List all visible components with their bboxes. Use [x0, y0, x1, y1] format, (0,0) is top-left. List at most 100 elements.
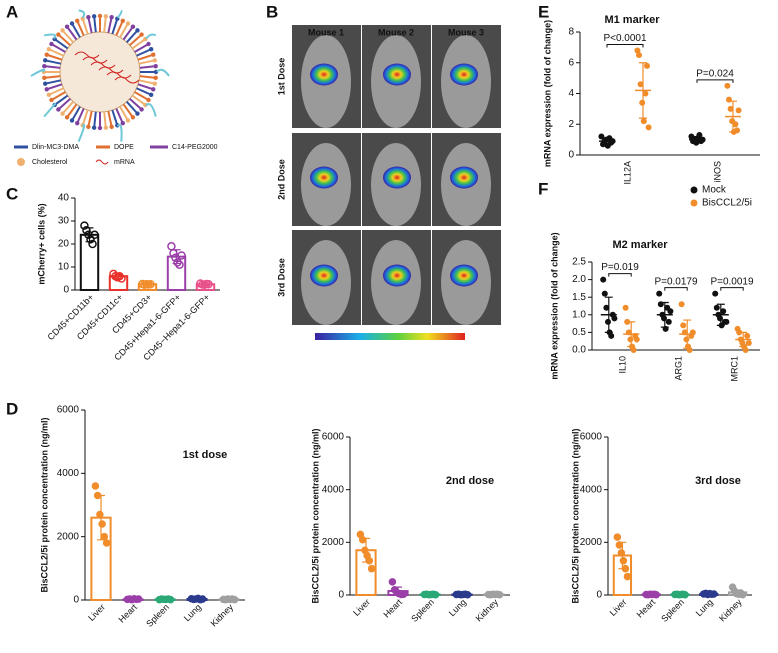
- lipid-head: [152, 81, 157, 86]
- p-value: P=0.019: [601, 262, 639, 273]
- lipid: [47, 54, 63, 61]
- plot-title: 2nd dose: [446, 475, 494, 487]
- legend-text: Dlin-MC3-DMA: [32, 144, 79, 151]
- lipid-head: [103, 125, 109, 130]
- y-axis-label: BisCCL2/5i protein concentration (ng/ml): [570, 428, 580, 603]
- data-point: [611, 315, 618, 322]
- lipid-head: [60, 28, 65, 33]
- y-tick-label: 20: [58, 239, 70, 250]
- y-tick-label: 2000: [580, 537, 603, 548]
- panel-labels: A B C D E F: [6, 2, 549, 418]
- mrna: [74, 51, 100, 59]
- data-point: [167, 242, 176, 251]
- lipid-head: [135, 111, 140, 116]
- data-point: [667, 308, 674, 315]
- x-tick-label: Lung: [447, 597, 468, 618]
- row-label: 1st Dose: [276, 58, 286, 96]
- lipid: [103, 17, 107, 33]
- p-value: P=0.024: [696, 68, 734, 79]
- data-point: [82, 225, 91, 235]
- lipid-head: [139, 32, 144, 37]
- error-bar: [627, 321, 636, 348]
- lipid-head: [103, 14, 109, 19]
- x-tick-label: ARG1: [673, 356, 683, 381]
- data-point: [665, 318, 672, 325]
- error-bar: [716, 303, 725, 326]
- data-point: [633, 336, 640, 343]
- x-tick-label: iNOS: [712, 161, 722, 183]
- signal: [450, 166, 478, 189]
- mrna: [106, 71, 132, 79]
- error-bar: [639, 62, 647, 119]
- y-tick-label: 4000: [580, 484, 603, 495]
- x-tick-label: Kidney: [717, 597, 744, 624]
- lipid-head: [120, 120, 125, 126]
- peg: [78, 9, 86, 19]
- data-point: [623, 572, 632, 581]
- lipid-head: [139, 107, 144, 112]
- legend-text: DOPE: [114, 144, 134, 151]
- lipid-head: [97, 125, 103, 131]
- lipid-head: [44, 87, 49, 92]
- x-tick-label: Heart: [116, 602, 139, 625]
- lipid: [45, 75, 61, 79]
- data-point: [656, 290, 663, 297]
- lipid: [62, 101, 74, 114]
- x-tick-label: Heart: [381, 597, 404, 620]
- error-bar: [683, 319, 692, 349]
- x-tick-label: Liver: [86, 602, 107, 623]
- data-point: [598, 133, 605, 140]
- lipid-head: [43, 81, 48, 86]
- y-tick-label: 2000: [322, 537, 345, 548]
- panel-label: D: [6, 399, 18, 418]
- data-point: [615, 541, 624, 549]
- y-tick-label: 0: [338, 590, 344, 601]
- data-point: [622, 304, 629, 311]
- y-tick-label: 4000: [322, 484, 345, 495]
- lipid: [129, 34, 142, 46]
- row-label: 3rd Dose: [276, 258, 286, 297]
- legend-label: Mock: [702, 185, 727, 196]
- lipid: [76, 108, 85, 123]
- lipid-head: [75, 120, 80, 126]
- p-value: P<0.0001: [603, 33, 647, 44]
- lipid: [119, 23, 129, 38]
- p-value: P=0.0019: [710, 276, 754, 287]
- data-point: [644, 62, 650, 69]
- legend-text: Cholesterol: [32, 159, 68, 166]
- lipid: [49, 87, 64, 96]
- chart: 0 2000 4000 6000 BisCCL2/5i protein concentr…: [39, 405, 245, 629]
- data-point: [661, 315, 667, 322]
- data-point: [134, 595, 143, 603]
- lipid: [51, 91, 66, 101]
- plot-title: 3rd dose: [695, 475, 741, 487]
- lipid: [134, 91, 149, 101]
- lipid: [49, 48, 64, 57]
- data-point: [617, 549, 626, 557]
- data-point: [639, 99, 646, 106]
- lipid: [139, 75, 155, 79]
- error-bar: [739, 331, 748, 348]
- lipid: [129, 98, 142, 110]
- data-point: [80, 221, 89, 230]
- error-bar: [729, 100, 737, 133]
- mrna: [98, 66, 124, 74]
- lipid: [131, 38, 146, 50]
- lipid: [58, 34, 71, 46]
- data-point: [652, 590, 660, 599]
- data-point: [645, 124, 652, 131]
- lipid: [71, 106, 81, 121]
- y-tick-label: 1.0: [572, 309, 586, 320]
- lipid-head: [44, 52, 49, 57]
- lipid-head: [120, 18, 125, 24]
- lipid-head: [153, 75, 158, 81]
- y-tick-label: 6: [568, 57, 574, 68]
- lipid-head: [125, 118, 131, 123]
- x-tick-label: Spleen: [144, 602, 171, 629]
- lipid: [54, 94, 69, 106]
- lnp-legend: Dlin-MC3-DMA DOPE C14-PEG2000 Cholestero…: [14, 144, 218, 166]
- data-point: [683, 336, 690, 343]
- lipid: [111, 19, 118, 35]
- y-axis-label: mRNA expression (fold of change): [542, 20, 552, 167]
